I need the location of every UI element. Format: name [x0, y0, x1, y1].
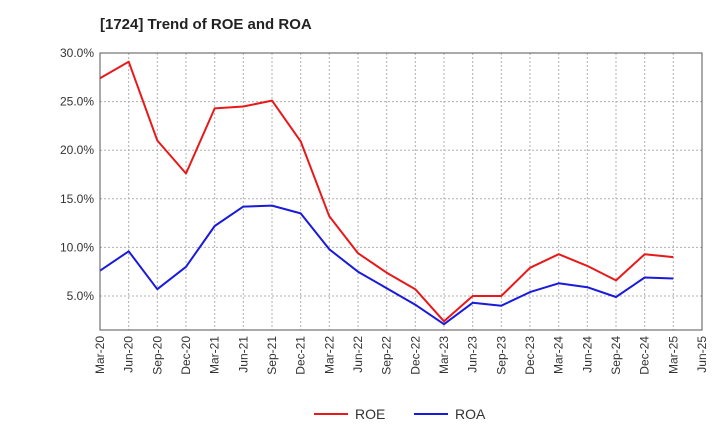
plot-frame — [99, 52, 703, 331]
x-tick-label: Jun-25 — [695, 336, 709, 373]
grid-lines — [99, 52, 703, 330]
y-tick-label: 15.0% — [60, 192, 94, 206]
legend-label-roa: ROA — [455, 406, 486, 422]
x-tick-label: Dec-23 — [523, 336, 537, 375]
y-tick-label: 20.0% — [60, 143, 94, 157]
series-line-roe — [99, 60, 674, 323]
y-axis: 30.0% 25.0% 20.0% 15.0% 10.0% 5.0% — [60, 46, 94, 303]
y-tick-label: 30.0% — [60, 46, 94, 60]
x-tick-label: Sep-20 — [150, 336, 164, 375]
series-line-roa — [99, 204, 674, 326]
y-tick-label: 5.0% — [67, 289, 95, 303]
x-tick-label: Mar-20 — [93, 336, 107, 374]
x-tick-label: Mar-22 — [322, 336, 336, 374]
x-tick-label: Jun-23 — [466, 336, 480, 373]
x-tick-label: Dec-22 — [408, 336, 422, 375]
x-tick-label: Dec-24 — [638, 336, 652, 375]
legend-label-roe: ROE — [355, 406, 385, 422]
x-tick-label: Jun-21 — [236, 336, 250, 373]
x-tick-label: Mar-25 — [666, 336, 680, 374]
x-tick-label: Sep-24 — [609, 336, 623, 375]
y-tick-label: 25.0% — [60, 95, 94, 109]
chart-title: [1724] Trend of ROE and ROA — [100, 16, 312, 33]
x-axis: Mar-20 Jun-20 Sep-20 Dec-20 Mar-21 Jun-21 Sep-… — [93, 336, 709, 375]
x-tick-label: Mar-23 — [437, 336, 451, 374]
x-tick-label: Sep-23 — [494, 336, 508, 375]
x-tick-label: Jun-24 — [580, 336, 594, 373]
x-tick-label: Jun-20 — [122, 336, 136, 373]
x-tick-label: Dec-20 — [179, 336, 193, 375]
legend: ROE ROA — [314, 406, 486, 422]
x-tick-label: Dec-21 — [294, 336, 308, 375]
x-tick-label: Mar-21 — [208, 336, 222, 374]
x-tick-label: Sep-21 — [265, 336, 279, 375]
y-tick-label: 10.0% — [60, 240, 94, 254]
x-tick-label: Mar-24 — [552, 336, 566, 374]
series-lines — [99, 60, 674, 326]
x-tick-label: Jun-22 — [351, 336, 365, 373]
x-tick-label: Sep-22 — [380, 336, 394, 375]
